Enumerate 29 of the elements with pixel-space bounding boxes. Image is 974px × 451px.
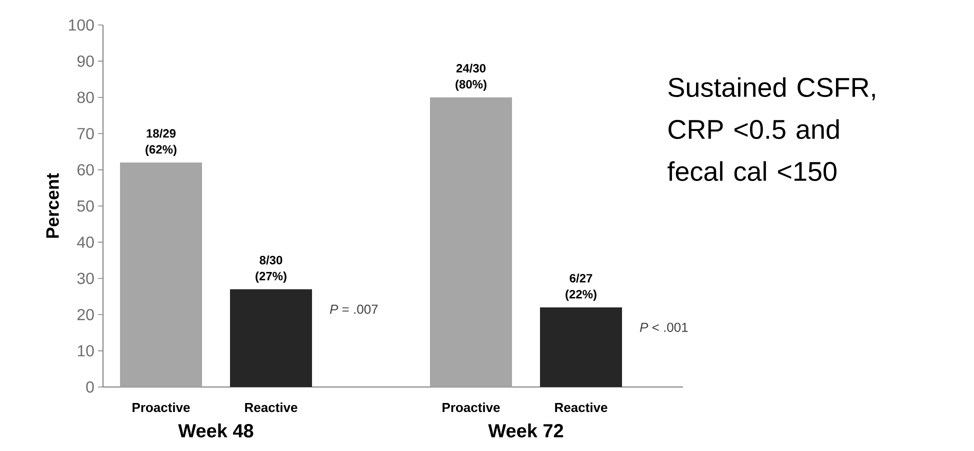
data-label: 24/30 (80%)	[456, 64, 486, 91]
series-label: Proactive	[132, 402, 190, 412]
y-tick-label: 20	[77, 308, 94, 320]
bar	[120, 162, 202, 387]
annotation: P < .001	[640, 322, 688, 332]
y-tick-label: 60	[77, 164, 94, 176]
data-label: 18/29 (62%)	[146, 128, 176, 156]
text: Proactive	[442, 402, 500, 412]
y-tick-label: 10	[78, 345, 94, 356]
annotation: P = .007	[330, 304, 378, 314]
bar	[540, 307, 622, 387]
y-tick-label: 30	[77, 272, 94, 284]
y-tick-label: 0	[86, 381, 94, 393]
y-tick-label: 40	[77, 236, 94, 248]
x-tick-label: Week 48	[178, 424, 254, 438]
series-label: Reactive	[245, 402, 298, 412]
bar	[230, 289, 312, 387]
text: Reactive	[555, 402, 608, 412]
y-tick-label: 50	[77, 200, 94, 212]
y-tick-label: 80	[77, 92, 94, 104]
y-tick-label: 90	[77, 56, 94, 67]
bar	[430, 97, 512, 387]
data-label: 6/27 (22%)	[566, 274, 596, 301]
y-tick-label: 100	[69, 19, 94, 31]
y-axis-title: Percent	[46, 173, 59, 238]
y-tick-label: 70	[77, 128, 94, 140]
annotation: Sustained CSFR, CRP <0.5 and fecal cal <150	[668, 77, 875, 182]
x-tick-label: Week 72	[488, 424, 564, 438]
data-label: 8/30 (27%)	[256, 256, 286, 283]
